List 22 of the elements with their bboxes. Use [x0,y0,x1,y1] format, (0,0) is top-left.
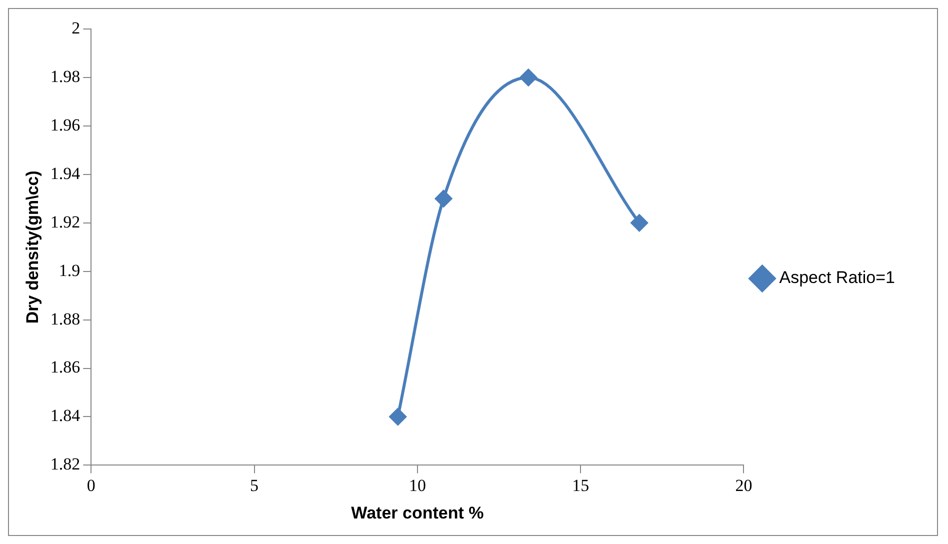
x-tick-label: 20 [735,476,752,495]
y-tick-label: 1.82 [50,454,80,474]
y-tick-label: 1.9 [58,260,80,280]
x-tick-label: 5 [250,476,259,495]
y-axis-title: Dry density(gm\cc) [22,170,42,324]
x-axis-title: Water content % [351,503,484,522]
y-tick-label: 1.96 [50,115,80,134]
y-tick-label: 1.92 [50,212,80,232]
y-tick-label: 1.86 [50,358,80,377]
x-tick-label: 0 [86,476,96,495]
y-tick-label: 2 [72,18,80,38]
y-tick-label: 1.94 [50,164,81,183]
legend-label: Aspect Ratio=1 [779,268,896,288]
point [435,190,452,208]
point [630,214,648,232]
point [520,68,537,86]
x-tick-label: 10 [408,476,426,495]
y-tick-label: 1.88 [50,309,80,328]
y-tick-label: 1.98 [50,66,80,86]
y-tick-label: 1.84 [50,406,81,426]
x-tick-label: 15 [572,476,590,495]
point [389,408,406,426]
